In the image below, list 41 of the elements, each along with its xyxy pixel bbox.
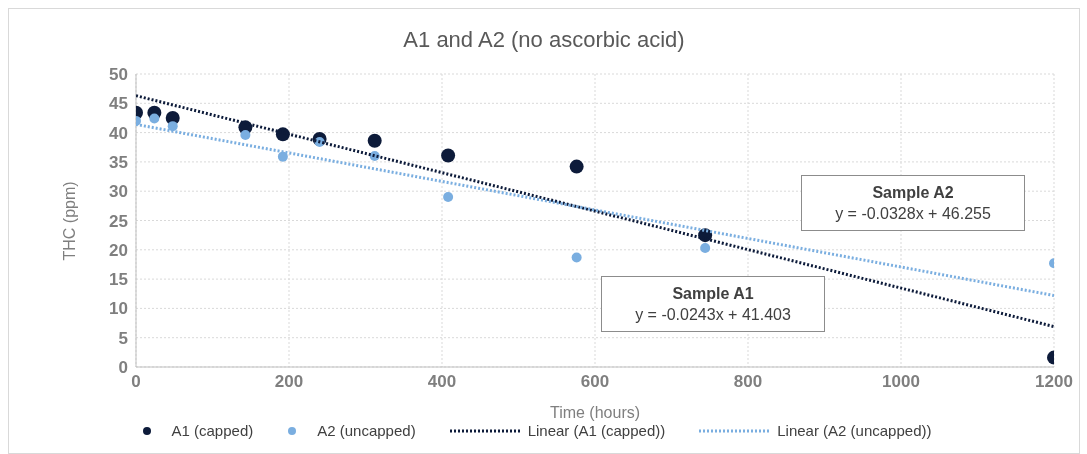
point — [441, 148, 456, 163]
point — [167, 121, 178, 132]
legend-label: Linear (A2 (uncapped)) — [777, 422, 932, 439]
point — [571, 252, 582, 263]
legend-label: A1 (capped) — [171, 422, 254, 439]
legend-label: A2 (uncapped) — [317, 422, 416, 439]
point — [240, 129, 251, 140]
x-tick-label: 1200 — [1035, 372, 1073, 392]
annotation: Sample A1 — [671, 284, 755, 304]
text-box: Sample A2 y = -0.0328x + 46.255 — [801, 175, 1025, 231]
y-tick-label: 0 — [118, 358, 128, 378]
x-tick-label: 800 — [733, 372, 763, 392]
y-tick-label: 15 — [109, 270, 128, 290]
y-tick-label: 50 — [109, 65, 128, 85]
y-tick-label: 25 — [109, 211, 128, 231]
point — [569, 159, 584, 174]
x-tick-label: 1000 — [882, 372, 920, 392]
point — [277, 151, 288, 162]
y-tick-label: 5 — [118, 328, 128, 348]
point — [443, 192, 454, 203]
x-tick-label: 0 — [131, 372, 141, 392]
y-tick-label: 45 — [109, 94, 128, 114]
annotation: y = -0.0243x + 41.403 — [634, 305, 792, 325]
y-tick-label: 35 — [109, 152, 128, 172]
legend-label: Linear (A1 (capped)) — [527, 422, 666, 439]
point — [149, 113, 160, 124]
point — [700, 243, 711, 254]
x-tick-label: 200 — [274, 372, 304, 392]
y-tick-label: 20 — [109, 240, 128, 260]
x-tick-label: 400 — [427, 372, 457, 392]
point — [367, 133, 382, 148]
y-tick-label: 40 — [109, 123, 128, 143]
annotation: Sample A2 — [871, 183, 955, 203]
y-tick-label: 30 — [109, 182, 128, 202]
y-axis-title: THC (ppm) — [60, 181, 78, 261]
y-tick-label: 10 — [109, 299, 128, 319]
x-axis-title: Time (hours) — [549, 404, 641, 421]
chart-title: A1 and A2 (no ascorbic acid) — [402, 27, 686, 53]
text-box: Sample A1 y = -0.0243x + 41.403 — [601, 276, 825, 332]
x-tick-label: 600 — [580, 372, 610, 392]
annotation: y = -0.0328x + 46.255 — [834, 204, 992, 224]
